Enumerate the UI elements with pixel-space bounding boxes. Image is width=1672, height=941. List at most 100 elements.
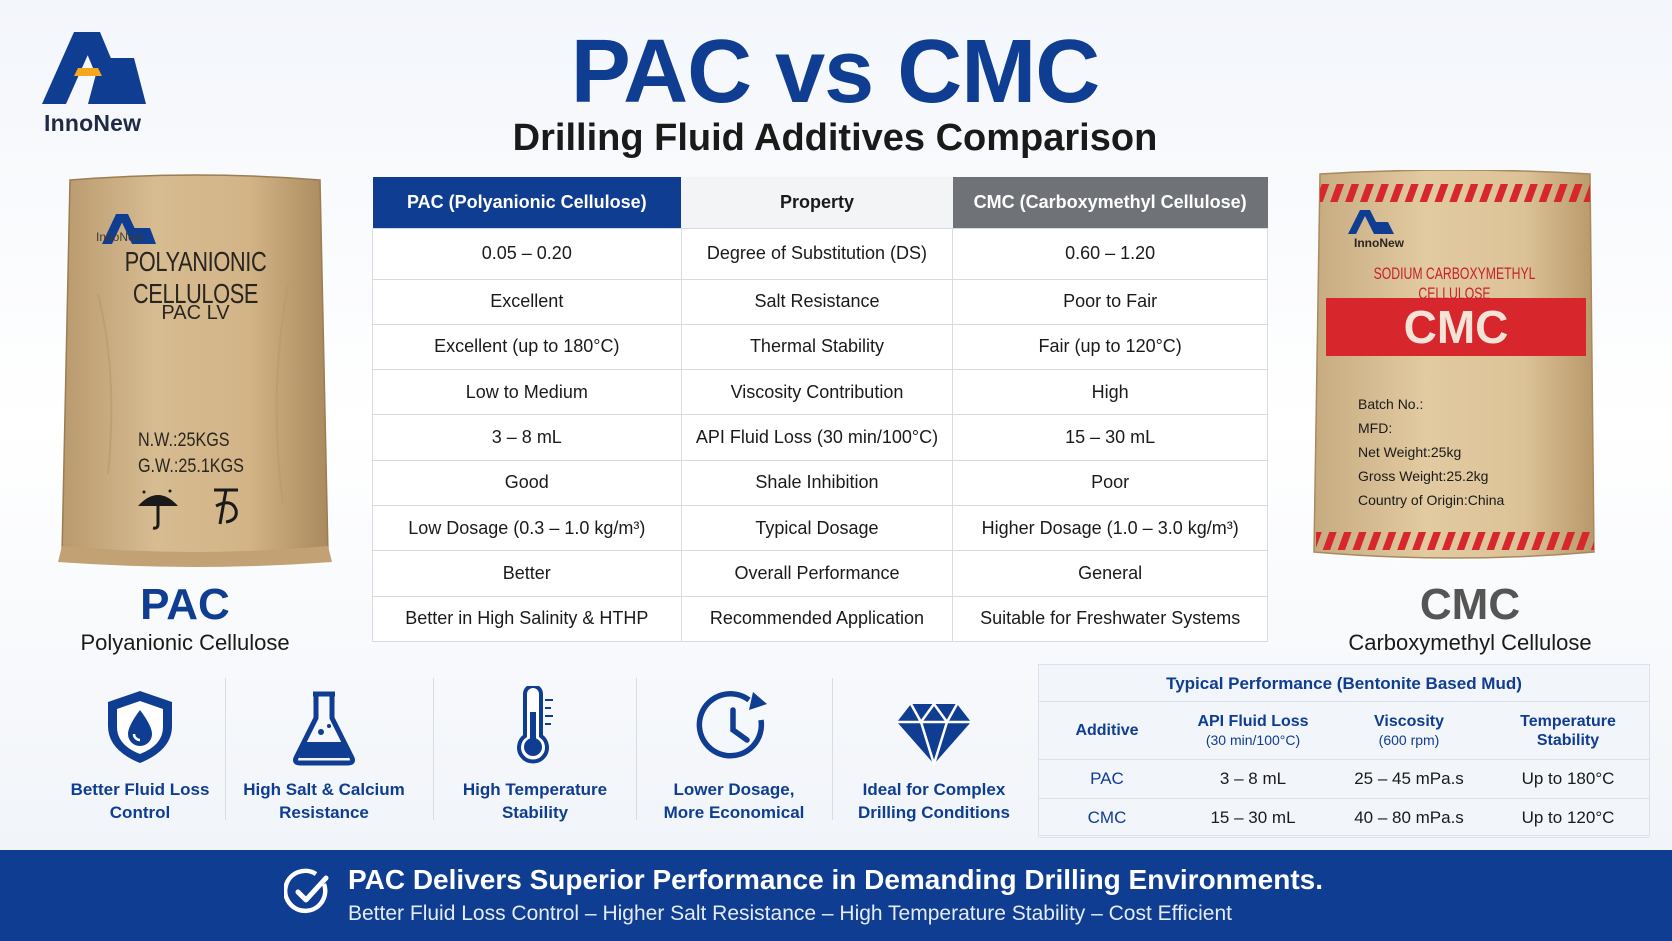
cell-cmc: 15 – 30 mL	[952, 414, 1268, 461]
table-row: Better in High Salinity & HTHP Recommend…	[372, 595, 1268, 642]
feature-salt-resistance: High Salt & Calcium Resistance	[232, 686, 416, 824]
feature-line1: Better Fluid Loss	[70, 780, 210, 799]
performance-title: Typical Performance (Bentonite Based Mud…	[1166, 674, 1522, 693]
feature-divider	[225, 678, 226, 820]
feature-divider	[636, 678, 637, 820]
cell-cmc: Poor to Fair	[952, 278, 1268, 325]
feature-line2: More Economical	[663, 803, 805, 822]
cell-cmc: Fair (up to 120°C)	[952, 323, 1268, 371]
feature-divider	[433, 678, 434, 820]
feature-line2: Control	[109, 803, 171, 822]
feature-line2: Stability	[501, 803, 569, 822]
cell-property: API Fluid Loss (30 min/100°C)	[680, 414, 954, 461]
header-pac: PAC (Polyanionic Cellulose)	[372, 177, 682, 228]
perf-cell-viscosity: 25 – 45 mPa.s	[1331, 759, 1487, 799]
cmc-bag-brand: InnoNew	[1354, 236, 1404, 250]
pac-product-full-name: Polyanionic Cellulose	[80, 630, 290, 655]
feature-line2: Resistance	[279, 803, 369, 822]
performance-table: Additive API Fluid Loss (30 min/100°C) V…	[1039, 701, 1649, 838]
perf-header-viscosity: Viscosity (600 rpm)	[1331, 701, 1487, 760]
cell-pac: 3 – 8 mL	[372, 414, 682, 461]
perf-header-fluid-loss: API Fluid Loss (30 min/100°C)	[1175, 701, 1331, 760]
cell-cmc: Higher Dosage (1.0 – 3.0 kg/m³)	[952, 504, 1268, 552]
cell-property: Viscosity Contribution	[680, 369, 954, 416]
cell-cmc: 0.60 – 1.20	[952, 227, 1268, 280]
cell-pac: Good	[372, 459, 682, 506]
cmc-bag-net: Net Weight:25kg	[1358, 444, 1462, 460]
pac-product-name: PAC	[140, 580, 230, 629]
comparison-table: PAC (Polyanionic Cellulose) Property CMC…	[372, 177, 1268, 642]
diamond-icon	[897, 701, 971, 766]
brand-logo: InnoNew	[38, 28, 168, 138]
cell-cmc: Poor	[952, 459, 1268, 506]
cell-property: Recommended Application	[680, 595, 954, 642]
page-title: PAC vs CMC	[570, 22, 1100, 122]
cmc-bag-line1: SODIUM CARBOXYMETHYL CELLULOSE	[1373, 264, 1536, 303]
cell-pac: Excellent (up to 180°C)	[372, 323, 682, 371]
cell-pac: Low Dosage (0.3 – 1.0 kg/m³)	[372, 504, 682, 552]
table-row: Low to Medium Viscosity Contribution Hig…	[372, 369, 1268, 416]
pac-bag-logo-icon	[102, 214, 156, 244]
feature-line1: Ideal for Complex	[862, 780, 1006, 799]
cell-pac: Better in High Salinity & HTHP	[372, 595, 682, 642]
perf-cell-temp: Up to 120°C	[1487, 798, 1649, 838]
cell-property: Typical Dosage	[680, 504, 954, 552]
perf-header-viscosity-label: Viscosity	[1374, 712, 1444, 730]
feature-divider	[832, 678, 833, 820]
header-cmc: CMC (Carboxymethyl Cellulose)	[952, 177, 1268, 228]
cmc-bag-batch: Batch No.:	[1358, 396, 1424, 412]
perf-cell-fluid-loss: 15 – 30 mL	[1175, 798, 1331, 838]
table-row: PAC 3 – 8 mL 25 – 45 mPa.s Up to 180°C	[1039, 759, 1649, 799]
cell-property: Thermal Stability	[680, 323, 954, 371]
feature-dosage: Lower Dosage, More Economical	[640, 686, 828, 824]
banner-headline: PAC Delivers Superior Performance in Dem…	[348, 864, 1324, 895]
brand-name: InnoNew	[44, 110, 142, 136]
comparison-header-row: PAC (Polyanionic Cellulose) Property CMC…	[372, 177, 1268, 228]
perf-cell-temp: Up to 180°C	[1487, 759, 1649, 799]
perf-cell-fluid-loss: 3 – 8 mL	[1175, 759, 1331, 799]
cell-pac: 0.05 – 0.20	[372, 227, 682, 280]
pac-bag-gw: G.W.:25.1KGS	[138, 456, 244, 477]
feature-fluid-loss: Better Fluid Loss Control	[52, 686, 228, 824]
clock-arrow-icon	[696, 691, 767, 759]
feature-line1: Lower Dosage,	[673, 780, 795, 799]
perf-header-temperature: Temperature Stability	[1487, 701, 1649, 760]
feature-complex-conditions: Ideal for Complex Drilling Conditions	[836, 686, 1032, 824]
cell-property: Degree of Substitution (DS)	[680, 227, 954, 280]
pac-bag-line1: POLYANIONIC CELLULOSE	[124, 246, 267, 309]
innonew-logo-icon	[42, 32, 146, 104]
table-row: Excellent (up to 180°C) Thermal Stabilit…	[372, 323, 1268, 371]
perf-header-temp-line1: Temperature	[1520, 712, 1616, 730]
flask-icon	[293, 691, 355, 766]
cmc-bag-origin: Country of Origin:China	[1358, 492, 1505, 508]
pac-bag-nw: N.W.:25KGS	[138, 430, 230, 451]
perf-header-viscosity-unit: (600 rpm)	[1378, 731, 1440, 748]
perf-header-fluid-loss-label: API Fluid Loss	[1197, 712, 1309, 730]
fragile-hook-icon	[214, 488, 238, 525]
perf-header-additive: Additive	[1039, 701, 1175, 760]
cmc-bag-gross: Gross Weight:25.2kg	[1358, 468, 1489, 484]
cell-property: Salt Resistance	[680, 278, 954, 325]
check-circle-icon	[284, 868, 329, 914]
pac-bag-brand: InnoNew	[96, 230, 144, 244]
perf-cell-viscosity: 40 – 80 mPa.s	[1331, 798, 1487, 838]
cmc-product-full-name: Carboxymethyl Cellulose	[1348, 630, 1592, 655]
pac-bag-line2: PAC LV	[161, 302, 230, 324]
cmc-bag-logo-icon	[1348, 210, 1394, 234]
cell-cmc: Suitable for Freshwater Systems	[952, 595, 1268, 642]
feature-temperature: High Temperature Stability	[440, 686, 630, 824]
pac-product-bag: InnoNew POLYANIONIC CELLULOSE PAC LV N.W…	[58, 174, 333, 569]
cell-property: Shale Inhibition	[680, 459, 954, 506]
table-row: CMC 15 – 30 mL 40 – 80 mPa.s Up to 120°C	[1039, 798, 1649, 838]
table-row: Low Dosage (0.3 – 1.0 kg/m³) Typical Dos…	[372, 504, 1268, 552]
cmc-product-name: CMC	[1419, 580, 1521, 629]
perf-header-temp-line2: Stability	[1536, 731, 1600, 749]
cell-cmc: High	[952, 369, 1268, 416]
table-row: 0.05 – 0.20 Degree of Substitution (DS) …	[372, 227, 1268, 280]
perf-cell-additive: CMC	[1039, 798, 1175, 838]
table-row: 3 – 8 mL API Fluid Loss (30 min/100°C) 1…	[372, 414, 1268, 461]
performance-panel: Typical Performance (Bentonite Based Mud…	[1038, 664, 1650, 838]
umbrella-icon	[138, 489, 178, 530]
feature-line1: High Temperature	[462, 780, 608, 799]
cmc-bag-band: CMC	[1403, 301, 1509, 353]
